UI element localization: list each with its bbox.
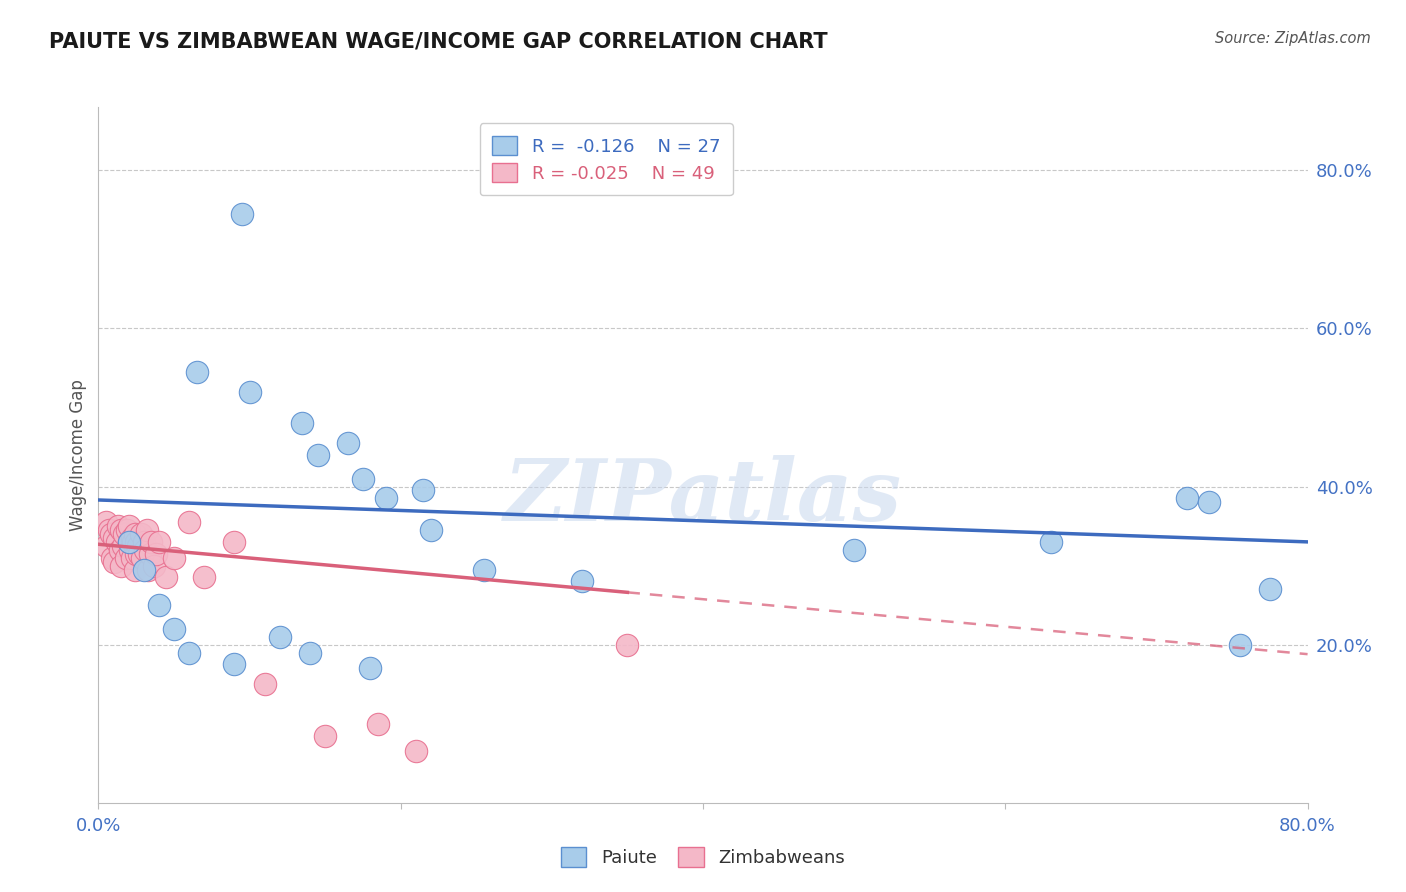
Point (135, 523, 157, 537)
Point (110, 558, 132, 573)
Point (367, 716, 389, 731)
Point (1175, 491, 1198, 506)
Point (107, 519, 129, 533)
Point (405, 744, 427, 758)
Point (374, 491, 396, 506)
Point (148, 598, 170, 612)
Point (132, 563, 155, 577)
Point (186, 365, 208, 379)
Point (94, 515, 117, 529)
Point (124, 527, 146, 541)
Point (111, 539, 134, 553)
Point (121, 531, 143, 545)
Point (120, 542, 142, 557)
Point (136, 563, 159, 577)
Point (121, 550, 143, 565)
Point (1258, 582, 1281, 597)
Point (163, 550, 186, 565)
Point (148, 534, 170, 549)
Text: PAIUTE VS ZIMBABWEAN WAGE/INCOME GAP CORRELATION CHART: PAIUTE VS ZIMBABWEAN WAGE/INCOME GAP COR… (49, 31, 828, 51)
Point (115, 523, 138, 537)
Point (128, 547, 150, 561)
Point (134, 542, 156, 557)
Point (118, 534, 141, 549)
Point (307, 448, 329, 462)
Point (125, 547, 148, 561)
Point (101, 550, 124, 565)
Point (352, 472, 374, 486)
Point (571, 574, 593, 589)
Point (412, 483, 434, 498)
Legend: Paiute, Zimbabweans: Paiute, Zimbabweans (554, 839, 852, 874)
Point (224, 534, 246, 549)
Point (299, 646, 322, 660)
Point (94, 539, 117, 553)
Point (472, 563, 495, 577)
Point (143, 558, 166, 573)
Point (100, 527, 122, 541)
Point (336, 436, 359, 450)
Point (125, 534, 148, 549)
Legend: R =  -0.126    N = 27, R = -0.025    N = 49: R = -0.126 N = 27, R = -0.025 N = 49 (479, 123, 733, 195)
Point (118, 534, 141, 549)
Point (291, 417, 314, 431)
Point (105, 534, 128, 549)
Point (360, 661, 382, 675)
Text: ZIPatlas: ZIPatlas (503, 455, 903, 539)
Point (108, 542, 131, 557)
Point (103, 555, 125, 569)
Point (844, 542, 866, 557)
Point (1229, 638, 1251, 652)
Point (269, 630, 291, 644)
Point (239, 384, 262, 399)
Point (122, 534, 145, 549)
Point (163, 622, 186, 636)
Point (179, 515, 201, 529)
Point (314, 729, 336, 743)
Point (129, 527, 152, 541)
Point (132, 534, 155, 549)
Point (231, 207, 253, 221)
Point (98, 523, 121, 537)
Point (131, 550, 153, 565)
Point (145, 547, 167, 561)
Point (420, 523, 443, 537)
Point (114, 550, 136, 565)
Point (155, 570, 177, 584)
Point (124, 563, 146, 577)
Point (1198, 495, 1220, 509)
Y-axis label: Wage/Income Gap: Wage/Income Gap (69, 379, 87, 531)
Point (1039, 534, 1062, 549)
Point (179, 646, 201, 660)
Point (127, 539, 149, 553)
Point (118, 519, 141, 533)
Point (110, 523, 132, 537)
Point (193, 570, 215, 584)
Point (224, 657, 246, 672)
Text: Source: ZipAtlas.com: Source: ZipAtlas.com (1215, 31, 1371, 46)
Point (112, 527, 135, 541)
Point (139, 547, 162, 561)
Point (103, 531, 125, 545)
Point (616, 638, 638, 652)
Point (253, 677, 276, 691)
Point (141, 534, 163, 549)
